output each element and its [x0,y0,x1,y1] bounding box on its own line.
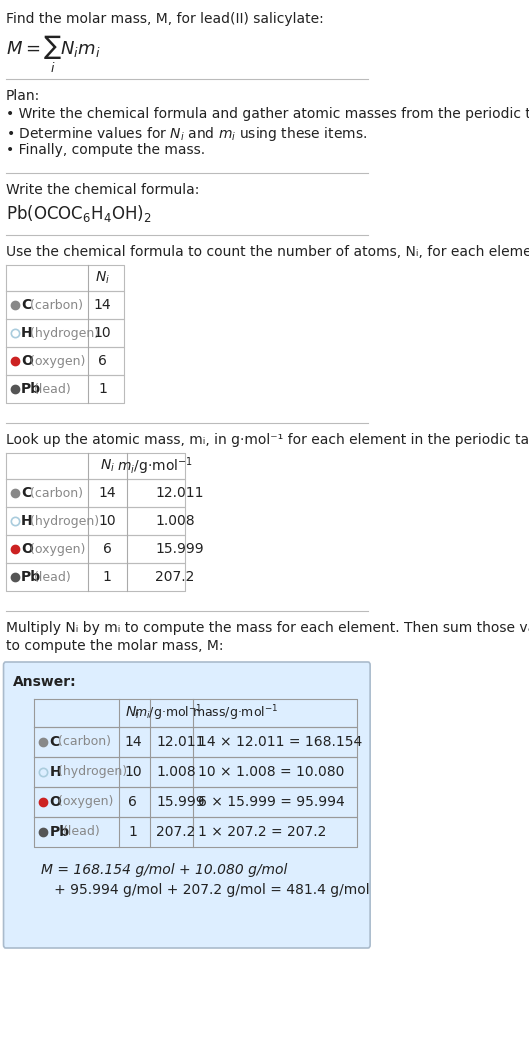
Text: 6: 6 [98,354,107,368]
Text: • Determine values for $N_i$ and $m_i$ using these items.: • Determine values for $N_i$ and $m_i$ u… [6,125,367,143]
Text: 10: 10 [124,765,142,779]
Text: H: H [21,514,33,528]
Text: 1 × 207.2 = 207.2: 1 × 207.2 = 207.2 [198,825,327,839]
Text: (hydrogen): (hydrogen) [54,765,127,779]
Text: 10: 10 [98,514,116,528]
Text: $\mathrm{Pb(OCOC_6H_4OH)_2}$: $\mathrm{Pb(OCOC_6H_4OH)_2}$ [6,203,151,225]
Text: Find the molar mass, M, for lead(II) salicylate:: Find the molar mass, M, for lead(II) sal… [6,12,323,26]
Text: • Write the chemical formula and gather atomic masses from the periodic table.: • Write the chemical formula and gather … [6,108,529,121]
Text: 10: 10 [94,326,111,340]
Text: 1: 1 [129,825,137,839]
Text: Multiply Nᵢ by mᵢ to compute the mass for each element. Then sum those values: Multiply Nᵢ by mᵢ to compute the mass fo… [6,621,529,635]
Text: to compute the molar mass, M:: to compute the molar mass, M: [6,639,223,653]
Text: 14: 14 [94,298,111,312]
Text: 14: 14 [124,735,142,749]
Text: 12.011: 12.011 [156,735,205,749]
Text: O: O [21,354,33,368]
Text: Pb: Pb [49,825,70,839]
Text: $m_i$/g·mol$^{-1}$: $m_i$/g·mol$^{-1}$ [117,455,193,476]
Text: 6: 6 [129,795,137,809]
Text: mass/g·mol$^{-1}$: mass/g·mol$^{-1}$ [192,703,278,723]
Text: (hydrogen): (hydrogen) [26,514,99,527]
FancyBboxPatch shape [4,662,370,948]
Text: Use the chemical formula to count the number of atoms, Nᵢ, for each element:: Use the chemical formula to count the nu… [6,245,529,259]
Text: $N_i$: $N_i$ [95,270,110,287]
Text: 14 × 12.011 = 168.154: 14 × 12.011 = 168.154 [198,735,363,749]
Text: 1.008: 1.008 [156,765,196,779]
Text: (oxygen): (oxygen) [26,543,85,555]
Text: H: H [49,765,61,779]
Text: O: O [21,542,33,557]
Text: Write the chemical formula:: Write the chemical formula: [6,183,199,197]
Text: Plan:: Plan: [6,89,40,103]
Text: 15.999: 15.999 [156,795,205,809]
Text: (carbon): (carbon) [26,298,83,312]
Text: 1.008: 1.008 [156,514,195,528]
Text: O: O [49,795,61,809]
Text: (carbon): (carbon) [54,736,111,748]
Text: (carbon): (carbon) [26,487,83,500]
Text: 207.2: 207.2 [156,825,196,839]
Text: (oxygen): (oxygen) [26,354,85,368]
Text: M = 168.154 g/mol + 10.080 g/mol: M = 168.154 g/mol + 10.080 g/mol [41,863,287,877]
Text: 1: 1 [98,382,107,396]
Text: 15.999: 15.999 [156,542,204,557]
Text: $M = \sum_i N_i m_i$: $M = \sum_i N_i m_i$ [6,34,100,75]
Text: H: H [21,326,33,340]
Text: Look up the atomic mass, mᵢ, in g·mol⁻¹ for each element in the periodic table:: Look up the atomic mass, mᵢ, in g·mol⁻¹ … [6,433,529,447]
Text: Pb: Pb [21,382,41,396]
Text: (lead): (lead) [59,825,99,839]
Text: $m_i$/g·mol$^{-1}$: $m_i$/g·mol$^{-1}$ [134,703,203,723]
Text: Answer:: Answer: [13,675,76,689]
Text: Pb: Pb [21,570,41,584]
Text: (lead): (lead) [30,570,71,584]
Text: $N_i$: $N_i$ [125,705,140,721]
Text: 207.2: 207.2 [156,570,195,584]
Text: + 95.994 g/mol + 207.2 g/mol = 481.4 g/mol: + 95.994 g/mol + 207.2 g/mol = 481.4 g/m… [41,883,370,897]
Text: 1: 1 [103,570,112,584]
Text: (hydrogen): (hydrogen) [26,327,99,339]
Text: 14: 14 [98,486,116,500]
Text: 6: 6 [103,542,112,557]
Text: • Finally, compute the mass.: • Finally, compute the mass. [6,143,205,157]
Text: (lead): (lead) [30,383,71,395]
Text: C: C [49,735,60,749]
Text: (oxygen): (oxygen) [54,796,113,808]
Text: C: C [21,486,31,500]
Text: C: C [21,298,31,312]
Text: $N_i$: $N_i$ [100,457,115,474]
Text: 6 × 15.999 = 95.994: 6 × 15.999 = 95.994 [198,795,345,809]
Text: 10 × 1.008 = 10.080: 10 × 1.008 = 10.080 [198,765,345,779]
Text: 12.011: 12.011 [156,486,204,500]
